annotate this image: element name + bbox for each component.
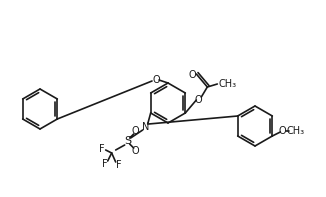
Text: CH₃: CH₃ [286, 126, 304, 136]
Text: F: F [102, 159, 108, 169]
Text: F: F [99, 144, 105, 154]
Text: O: O [188, 70, 196, 80]
Text: O: O [152, 75, 160, 85]
Text: O: O [132, 126, 140, 136]
Text: O: O [278, 126, 286, 136]
Text: O: O [132, 146, 140, 156]
Text: S: S [124, 136, 131, 146]
Text: O: O [195, 95, 202, 105]
Text: F: F [116, 160, 122, 170]
Text: CH₃: CH₃ [218, 79, 236, 89]
Text: N: N [142, 122, 149, 132]
